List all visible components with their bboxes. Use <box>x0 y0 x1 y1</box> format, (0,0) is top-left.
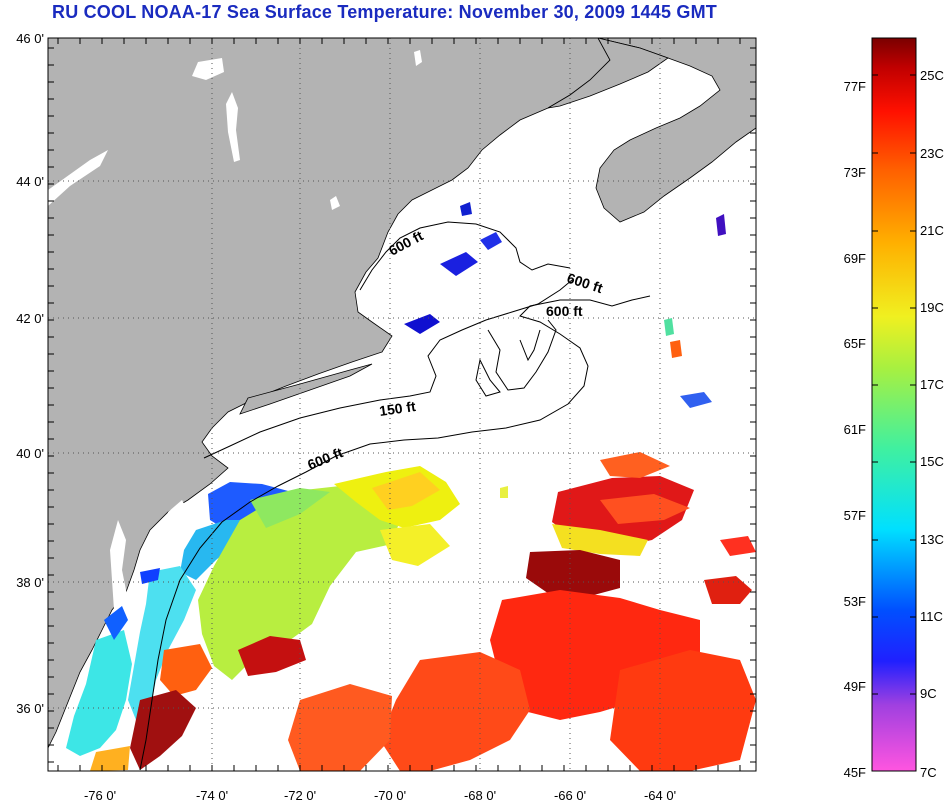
sst-overlay <box>66 202 756 771</box>
lon-label: -70 0' <box>374 788 406 803</box>
latitude-labels: 46 0' 44 0' 42 0' 40 0' 38 0' 36 0' <box>16 31 44 716</box>
lake-small <box>330 196 340 210</box>
lat-label: 46 0' <box>16 31 44 46</box>
lake-small-2 <box>414 50 422 66</box>
lat-label: 44 0' <box>16 174 44 189</box>
lon-label: -68 0' <box>464 788 496 803</box>
lon-label: -76 0' <box>84 788 116 803</box>
map-title: RU COOL NOAA-17 Sea Surface Temperature:… <box>52 2 717 22</box>
graticule <box>48 38 756 771</box>
lon-label: -74 0' <box>196 788 228 803</box>
lon-label: -66 0' <box>554 788 586 803</box>
lon-label: -64 0' <box>644 788 676 803</box>
land-nb-strip <box>547 38 669 109</box>
lon-label: -72 0' <box>284 788 316 803</box>
lat-label: 36 0' <box>16 701 44 716</box>
frame-ticks <box>48 38 756 771</box>
lat-label: 40 0' <box>16 446 44 461</box>
longitude-labels: -76 0' -74 0' -72 0' -70 0' -68 0' -66 0… <box>84 788 676 803</box>
lat-label: 42 0' <box>16 311 44 326</box>
delaware-bay <box>164 500 192 548</box>
bathymetry-contours <box>139 221 651 771</box>
lake-champlain <box>226 92 240 162</box>
land-nova-scotia <box>595 38 756 223</box>
lake-ontario-edge <box>48 150 108 206</box>
lake-north <box>192 58 224 80</box>
lat-label: 38 0' <box>16 575 44 590</box>
contour-label: 600 ft <box>546 303 583 319</box>
contour-label: 150 ft <box>378 398 417 419</box>
land-long-island <box>239 363 373 415</box>
